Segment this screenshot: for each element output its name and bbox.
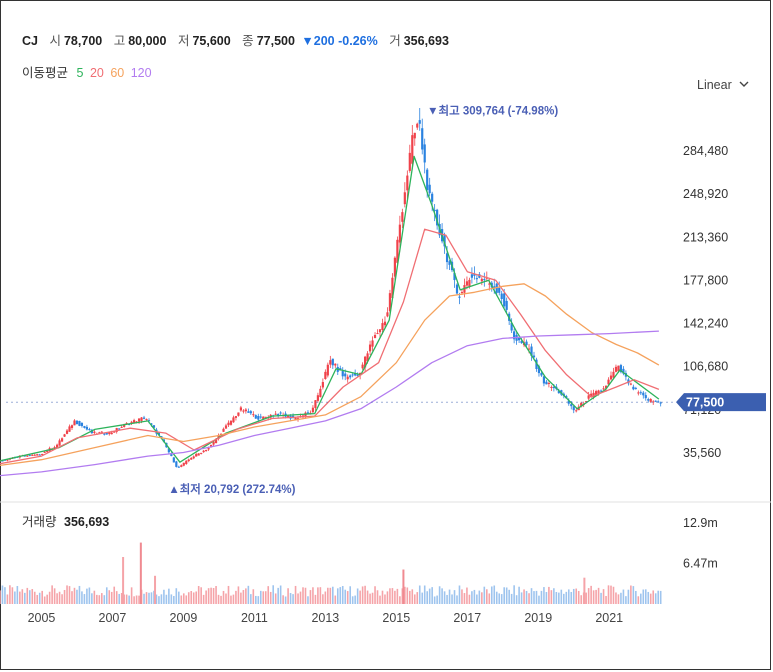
ma-120-label[interactable]: 120 (130, 66, 152, 80)
ma-20-label[interactable]: 20 (89, 66, 104, 80)
volume-label: 거 (389, 34, 401, 48)
low-value: 75,600 (192, 34, 231, 48)
close-label: 종 (242, 34, 254, 48)
volume-panel-label: 거래량 356,693 (22, 511, 109, 530)
ma-5-label[interactable]: 5 (76, 66, 84, 80)
close-value: 77,500 (256, 34, 295, 48)
price-header: CJ 시 78,700 고 80,000 저 75,600 종 77,500 ▼200 … (22, 30, 449, 49)
ma-legend: 이동평균 5 20 60 120 (22, 62, 157, 81)
change-value: ▼200 -0.26% (301, 34, 378, 48)
scale-label: Linear (697, 78, 732, 92)
volume-panel-title: 거래량 (22, 515, 57, 529)
ma-legend-label: 이동평균 (22, 66, 69, 80)
open-value: 78,700 (63, 34, 103, 48)
ma-60-label[interactable]: 60 (110, 66, 125, 80)
open-label: 시 (49, 34, 61, 48)
high-label: 고 (113, 34, 126, 48)
symbol: CJ (22, 34, 38, 48)
scale-selector[interactable]: Linear (697, 78, 749, 92)
high-value: 80,000 (128, 34, 167, 48)
chevron-down-icon (739, 81, 749, 87)
volume-value: 356,693 (403, 34, 449, 48)
low-label: 저 (177, 34, 190, 48)
volume-panel-value: 356,693 (64, 515, 110, 529)
